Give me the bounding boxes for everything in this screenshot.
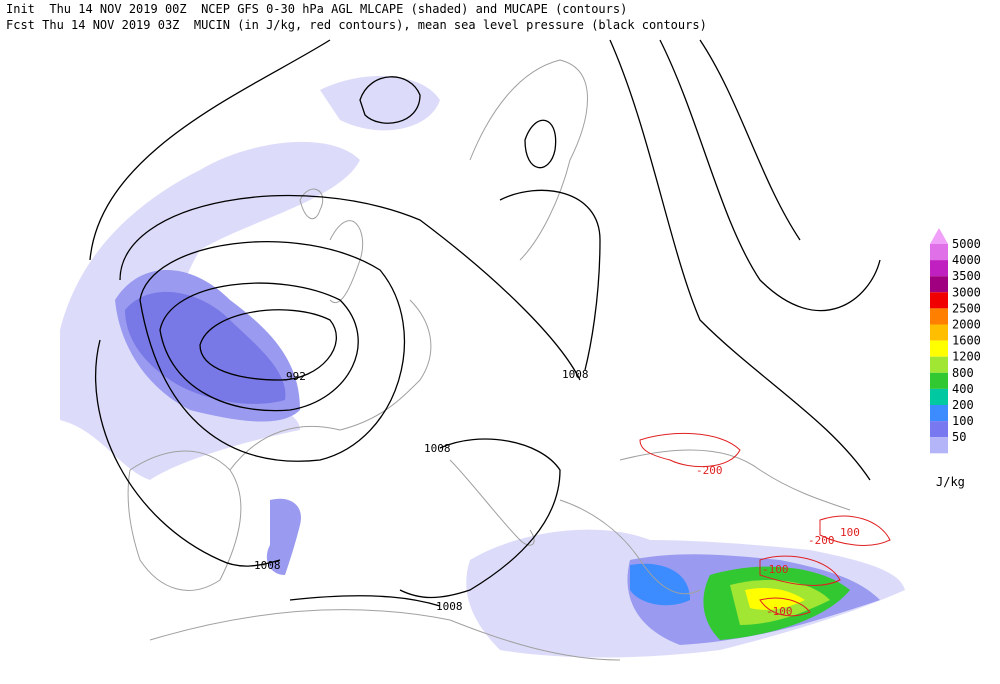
legend-swatch [930, 308, 948, 325]
pressure-contours [89, 39, 881, 607]
cin-contours [639, 433, 891, 617]
legend-label: 800 [952, 366, 974, 380]
legend: J/kg 5000 4000 3500 3000 2500 2000 1600 1200 800… [930, 228, 981, 489]
legend-swatch [930, 292, 948, 309]
contour-label: 1008 [254, 559, 281, 572]
contour-label: -200 [808, 534, 835, 547]
header-line: Init Thu 14 NOV 2019 00Z NCEP GFS 0-30 h… [6, 2, 627, 16]
contour-label: 1008 [424, 442, 451, 455]
legend-label: 3500 [952, 269, 981, 283]
contour-label: 1008 [436, 600, 463, 613]
legend-label: 4000 [952, 253, 981, 267]
contour-label: -200 [696, 464, 723, 477]
legend-swatch [930, 356, 948, 373]
legend-swatch [930, 405, 948, 422]
legend-swatch [930, 260, 948, 277]
legend-swatch [930, 437, 948, 454]
coastlines [127, 59, 851, 661]
contour-label: -100 [766, 605, 793, 618]
legend-swatch [930, 340, 948, 357]
legend-label: 200 [952, 398, 974, 412]
contour-label: 992 [286, 370, 306, 383]
contour-label: 1008 [562, 368, 589, 381]
legend-label: 50 [952, 430, 966, 444]
contour-label: -100 [762, 563, 789, 576]
header-line: Fcst Thu 14 NOV 2019 03Z MUCIN (in J/kg,… [6, 18, 707, 32]
legend-label: 5000 [952, 237, 981, 251]
legend-swatch [930, 372, 948, 389]
pressure-labels: 992 1008 1008 1008 1008 [254, 368, 589, 613]
legend-label: 100 [952, 414, 974, 428]
legend-swatch [930, 388, 948, 405]
legend-label: 2500 [952, 301, 981, 315]
legend-swatch [930, 276, 948, 293]
legend-label: 3000 [952, 285, 981, 299]
legend-unit: J/kg [936, 475, 965, 489]
legend-label: 2000 [952, 318, 981, 332]
legend-label: 1600 [952, 334, 981, 348]
legend-swatch [930, 421, 948, 438]
legend-swatch [930, 324, 948, 341]
legend-label: 400 [952, 382, 974, 396]
contour-label: 100 [840, 526, 860, 539]
cin-labels: -200 -200 -100 -100 100 [696, 464, 860, 618]
legend-overflow-arrow [930, 228, 948, 244]
legend-swatch [930, 244, 948, 261]
legend-label: 1200 [952, 350, 981, 364]
